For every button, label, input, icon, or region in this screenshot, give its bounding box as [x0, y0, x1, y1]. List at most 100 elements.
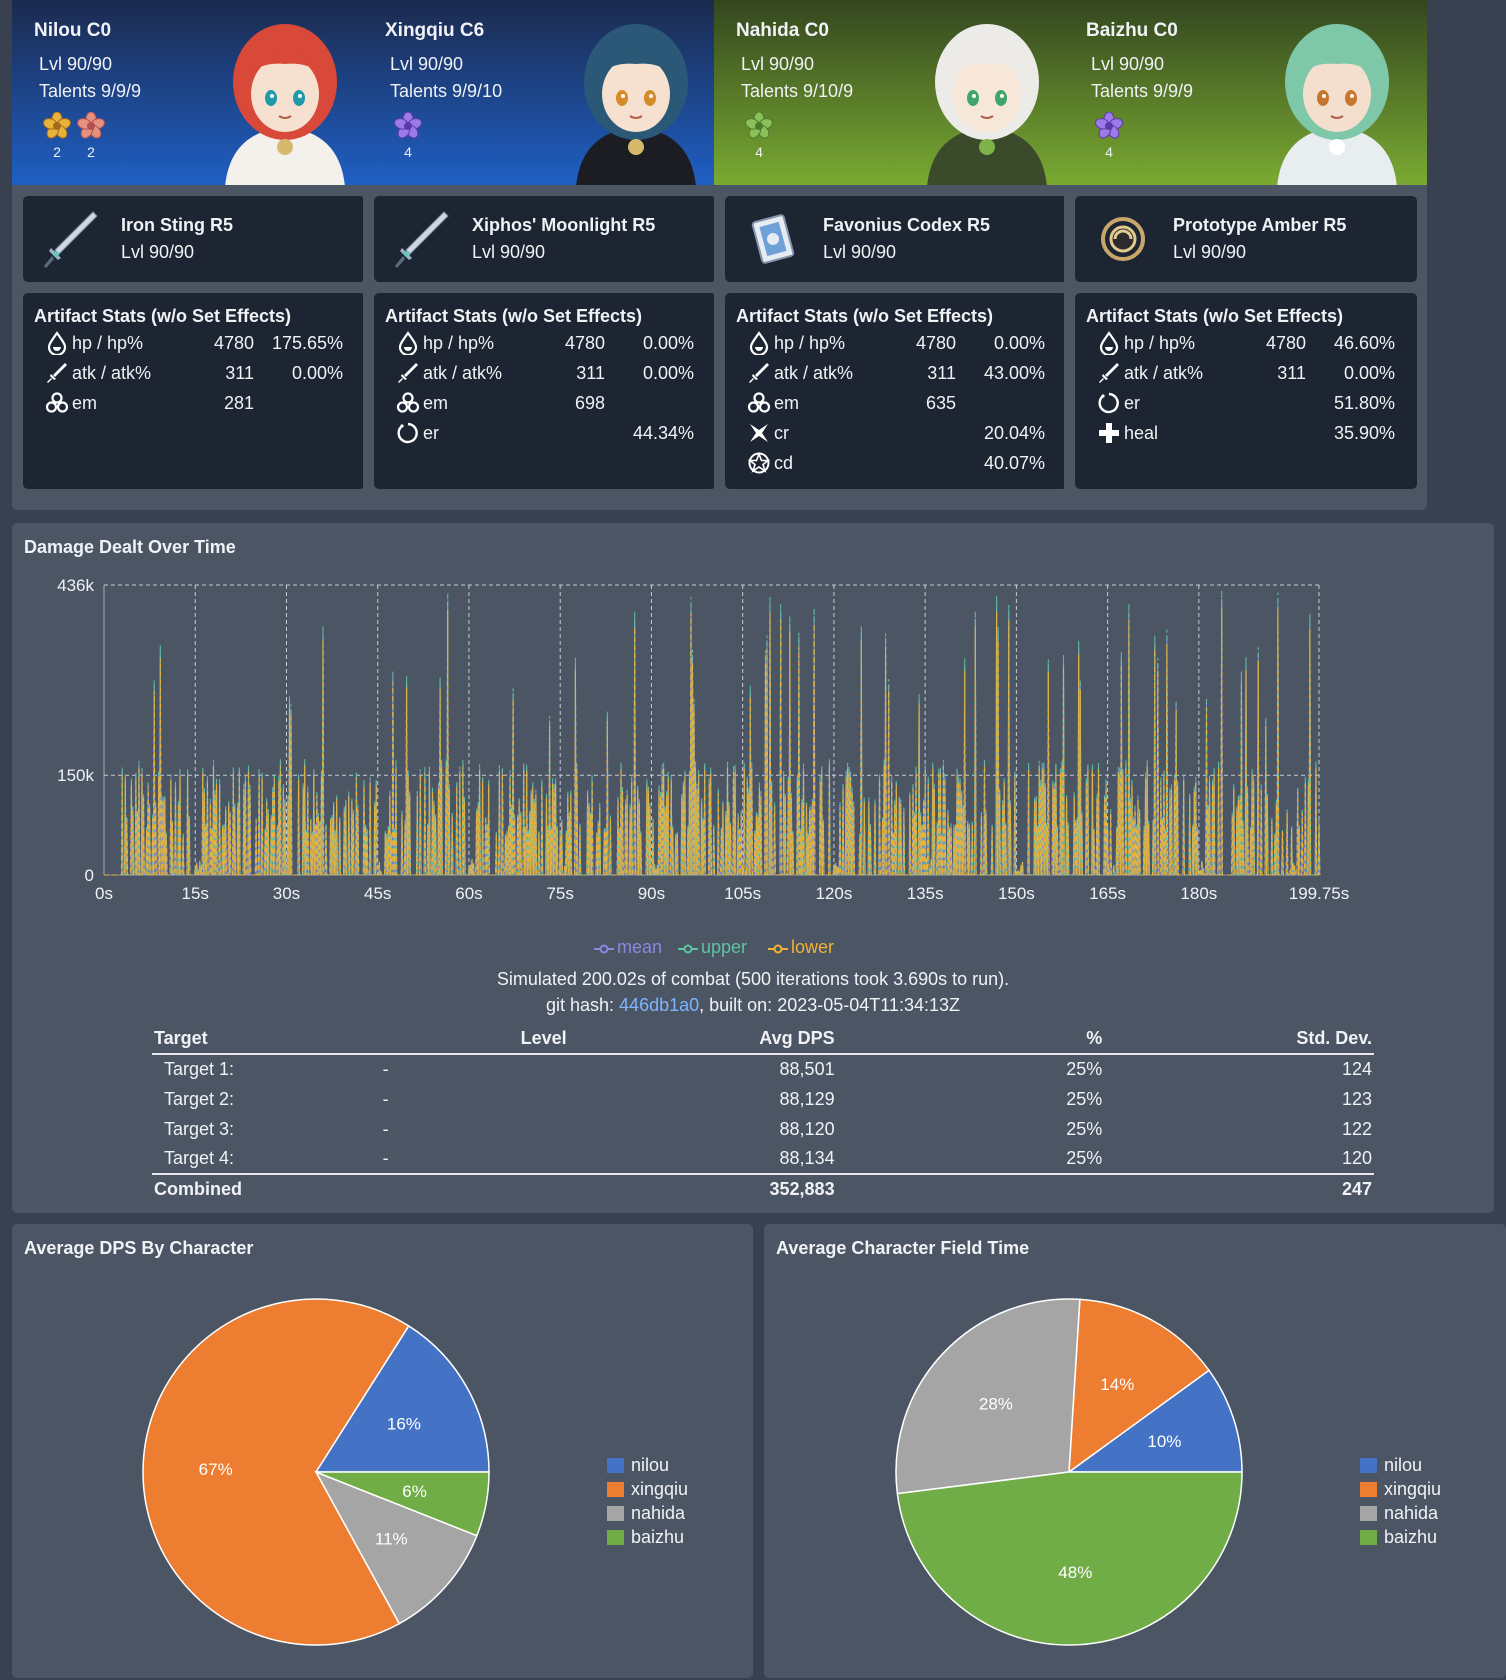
x-tick-label: 135s: [907, 884, 944, 903]
x-tick-label: 0s: [95, 884, 113, 903]
stat-percent: 46.60%: [1333, 333, 1395, 353]
weapon-box: Prototype Amber R5 Lvl 90/90: [1075, 196, 1417, 282]
character-level: Lvl 90/90: [39, 54, 113, 74]
artifact-sets: 4: [744, 112, 774, 160]
pie-slice-nahida[interactable]: [895, 1298, 1081, 1495]
stat-label: cr: [774, 423, 789, 443]
target-percent: 25%: [1066, 1118, 1103, 1139]
target-std-dev: 122: [1341, 1118, 1372, 1139]
table-row: Target 2: - 88,129 25% 123: [152, 1084, 1374, 1114]
pie-slice-xingqiu[interactable]: [1068, 1298, 1211, 1474]
target-percent: 25%: [1066, 1148, 1103, 1168]
dps-pie-title: Average DPS By Character: [24, 1238, 254, 1258]
damage-panel: Damage Dealt Over Time 0 150k 436k 0s 15s 30s…: [12, 523, 1494, 1213]
hp-drop-icon: [398, 331, 418, 355]
pie-value-label: 28%: [979, 1394, 1013, 1413]
stat-row: atk / atk% 311 0.00%: [34, 361, 354, 387]
legend-label: nahida: [1384, 1503, 1439, 1523]
stat-row: em 698: [385, 391, 705, 417]
combined-label: Combined: [152, 1173, 381, 1204]
col-level: Level: [380, 1026, 569, 1055]
set-count: 4: [404, 144, 412, 160]
target-std-dev: 124: [1341, 1059, 1372, 1079]
stat-label: em: [423, 393, 449, 413]
pie-slice-nilou[interactable]: [314, 1324, 490, 1473]
character-column: Xingqiu C6 Lvl 90/90 Talents 9/9/10 4 Xi…: [363, 0, 726, 510]
character-card[interactable]: Baizhu C0 Lvl 90/90 Talents 9/9/9 4: [1064, 0, 1427, 185]
weapon-name: Iron Sting R5: [121, 215, 233, 235]
artifact-sets: 2 2: [42, 112, 106, 160]
pie-slice-nahida[interactable]: [314, 1470, 478, 1625]
dps-pie-chart[interactable]: 16% 67% 11% 6%: [12, 1224, 753, 1678]
x-tick-label: 60s: [455, 884, 482, 903]
stat-percent: 35.90%: [1333, 423, 1395, 443]
legend-label: nahida: [631, 1503, 686, 1523]
stat-flat: 281: [223, 393, 254, 413]
x-tick-label: 45s: [364, 884, 391, 903]
character-card[interactable]: Nilou C0 Lvl 90/90 Talents 9/9/9 2 2: [12, 0, 375, 185]
col-avg-dps: Avg DPS: [568, 1026, 837, 1055]
legend-swatch: [607, 1482, 624, 1497]
deepwood-flower-icon: [744, 112, 774, 140]
artifact-stats-box: Artifact Stats (w/o Set Effects) hp / hp…: [1075, 293, 1417, 489]
hp-drop-icon: [47, 331, 67, 355]
character-portrait: [546, 12, 726, 185]
character-portrait: [1247, 12, 1427, 185]
em-icon: [747, 392, 771, 413]
pie-slice-xingqiu[interactable]: [142, 1298, 410, 1646]
artifact-sets: 4: [1094, 112, 1124, 160]
stat-row: em 635: [736, 391, 1056, 417]
pie-value-label: 48%: [1058, 1563, 1092, 1582]
stat-flat: 311: [1277, 363, 1306, 383]
damage-line-chart[interactable]: 0 150k 436k 0s 15s 30s 45s 60s 75s 90s 105s 120s 135…: [12, 563, 1494, 1023]
stat-percent: 20.04%: [983, 423, 1045, 443]
stat-percent: 175.65%: [271, 333, 343, 353]
target-avg-dps: 88,501: [779, 1059, 835, 1079]
weapon-name: Prototype Amber R5: [1173, 215, 1347, 235]
stat-label: atk / atk%: [774, 363, 854, 383]
legend-swatch: [1360, 1458, 1377, 1473]
stat-row: hp / hp% 4780 46.60%: [1086, 331, 1406, 357]
x-tick-label: 150s: [998, 884, 1035, 903]
set-count: 2: [87, 144, 95, 160]
legend-marker-icon: [678, 944, 698, 954]
legend-swatch: [1360, 1482, 1377, 1497]
crit-dmg-icon: [747, 451, 771, 474]
atk-sword-icon: [47, 363, 67, 383]
hash-prefix: git hash:: [546, 995, 620, 1015]
col-target: Target: [152, 1026, 381, 1055]
stat-flat: 4780: [1265, 333, 1306, 353]
x-tick-label: 30s: [273, 884, 300, 903]
col-percent: %: [836, 1026, 1105, 1055]
character-column: Nilou C0 Lvl 90/90 Talents 9/9/9 2 2 Iro…: [12, 0, 375, 510]
stat-row: er 51.80%: [1086, 391, 1406, 417]
artifact-stats-title: Artifact Stats (w/o Set Effects): [385, 306, 643, 326]
weapon-level: Lvl 90/90: [472, 242, 546, 262]
pie-slice-baizhu[interactable]: [896, 1471, 1243, 1646]
artifact-stats-title: Artifact Stats (w/o Set Effects): [736, 306, 994, 326]
target-avg-dps: 88,120: [779, 1118, 835, 1139]
gilded-dreams-flower-icon: [42, 112, 72, 140]
er-ring-icon: [1098, 392, 1119, 414]
character-card[interactable]: Nahida C0 Lvl 90/90 Talents 9/10/9 4: [714, 0, 1077, 185]
legend-label: upper: [701, 937, 748, 957]
artifact-stats-box: Artifact Stats (w/o Set Effects) hp / hp…: [725, 293, 1067, 489]
character-card[interactable]: Xingqiu C6 Lvl 90/90 Talents 9/9/10 4: [363, 0, 726, 185]
character-talents: Talents 9/10/9: [741, 81, 854, 101]
build-info: git hash: 446db1a0, built on: 2023-05-04…: [12, 995, 1494, 1016]
stat-percent: 43.00%: [983, 363, 1045, 383]
pie-slice-baizhu[interactable]: [315, 1471, 490, 1537]
stat-label: atk / atk%: [423, 363, 503, 383]
target-std-dev: 123: [1341, 1088, 1372, 1109]
stat-label: em: [72, 393, 98, 413]
git-hash-link[interactable]: 446db1a0: [619, 995, 700, 1015]
character-level: Lvl 90/90: [741, 54, 815, 74]
target-level: -: [382, 1088, 389, 1109]
combined-row: Combined 352,883 247: [152, 1173, 1374, 1204]
series-lower-line[interactable]: [104, 607, 1321, 876]
field-time-pie-chart[interactable]: 10% 14% 28% 48%: [764, 1224, 1506, 1678]
stat-row: heal 35.90%: [1086, 421, 1406, 447]
pie-value-label: 10%: [1147, 1432, 1181, 1451]
stat-row: atk / atk% 311 0.00%: [1086, 361, 1406, 387]
pie-slice-nilou[interactable]: [1066, 1369, 1243, 1473]
